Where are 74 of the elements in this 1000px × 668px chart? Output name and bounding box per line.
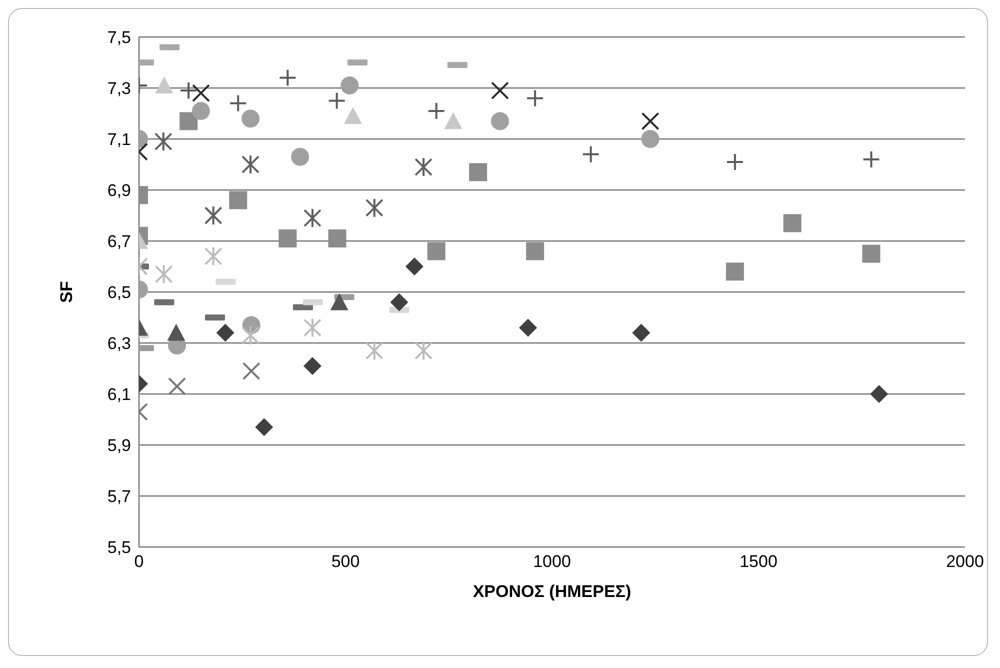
x-tick-label: 2000 [946, 552, 984, 572]
chart-frame: 0 500 1000 1500 2000 ΧΡΟΝΟΣ (ΗΜΕΡΕΣ) 5,5 5,7 5,9 6,1 6,3 6,5 6,7 6,9 7,1 7,3 7,5 SF [8, 8, 988, 656]
point [405, 258, 424, 276]
point [783, 214, 802, 232]
y-tick-label: 6,5 [107, 283, 131, 302]
point [582, 145, 600, 164]
point [242, 325, 260, 346]
point [303, 318, 322, 338]
point [519, 318, 538, 337]
point [278, 68, 297, 87]
point [641, 112, 660, 130]
point [414, 340, 433, 361]
point [444, 112, 462, 130]
point [278, 229, 297, 248]
point [328, 229, 346, 248]
point [216, 324, 234, 342]
x-tick-label: 0 [134, 552, 144, 572]
point [229, 191, 248, 210]
point [390, 293, 408, 312]
point [242, 362, 260, 380]
point [526, 89, 544, 108]
x-tick-label: 1500 [740, 552, 778, 572]
point [168, 377, 186, 396]
point [291, 148, 310, 166]
point [862, 150, 880, 168]
point [641, 130, 660, 148]
point [870, 385, 888, 403]
point [204, 246, 222, 266]
point [204, 206, 222, 226]
point [192, 102, 210, 120]
point [365, 340, 384, 361]
x-tick-label: 500 [331, 552, 360, 572]
point [328, 92, 346, 110]
point [344, 107, 362, 124]
x-tick-label: 1000 [533, 552, 571, 572]
point [255, 418, 274, 436]
point [154, 132, 172, 152]
point [167, 324, 186, 341]
x-axis-title: ΧΡΟΝΟΣ (ΗΜΕΡΕΣ) [472, 582, 632, 601]
point [229, 94, 248, 112]
point [303, 356, 322, 375]
point [365, 198, 384, 218]
y-tick-label: 7,1 [107, 130, 131, 150]
point [632, 324, 650, 342]
point [490, 82, 509, 100]
point [526, 242, 544, 260]
point [490, 112, 509, 130]
y-tick-label: 6,9 [107, 181, 131, 200]
y-tick-label: 7,3 [107, 79, 131, 98]
point [303, 208, 322, 228]
y-tick-label: 5,9 [107, 436, 131, 456]
point [242, 154, 260, 174]
point [340, 76, 359, 94]
point [330, 293, 348, 310]
y-tick-label: 6,3 [107, 334, 131, 354]
y-tick-label: 6,1 [107, 385, 131, 404]
point [180, 82, 198, 100]
point [180, 112, 198, 130]
y-tick-label: 5,7 [107, 487, 131, 506]
point [155, 76, 174, 94]
point [862, 244, 880, 263]
point [242, 110, 260, 128]
point [726, 152, 744, 171]
point [726, 262, 744, 281]
point [469, 163, 488, 182]
y-tick-label: 7,5 [107, 28, 131, 48]
y-tick-label: 6,7 [107, 232, 131, 252]
point [427, 102, 446, 120]
y-axis-title: SF [57, 281, 76, 303]
point [192, 84, 210, 102]
y-tick-label: 5,5 [107, 538, 131, 558]
point [414, 157, 433, 178]
point [427, 242, 446, 260]
point [154, 264, 173, 284]
